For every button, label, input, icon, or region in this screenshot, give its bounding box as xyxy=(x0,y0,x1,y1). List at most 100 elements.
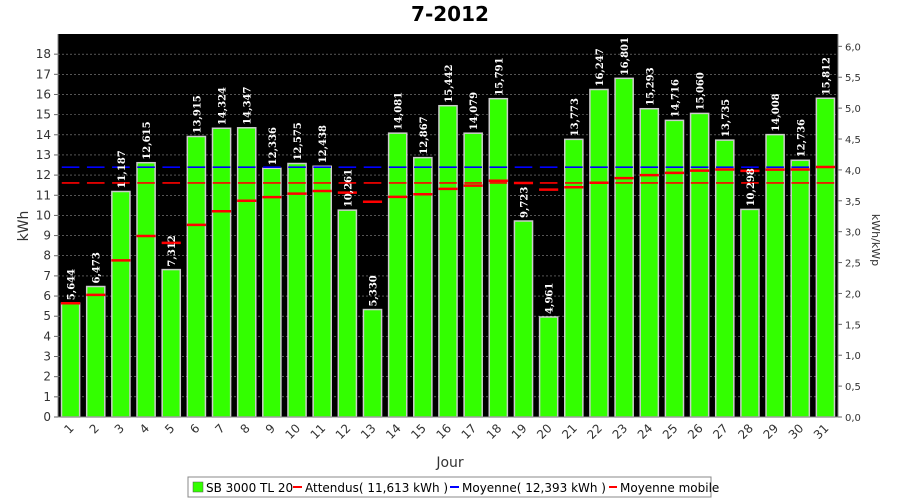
x-tick-label: 1 xyxy=(61,421,76,436)
x-tick-label: 4 xyxy=(137,421,152,436)
x-tick-label: 29 xyxy=(761,421,782,442)
legend-item-expected: Attendus( 11,613 kWh ) xyxy=(305,481,448,495)
x-tick-label: 11 xyxy=(308,421,329,442)
bar-value-label: 14,008 xyxy=(771,93,782,131)
x-tick-label: 31 xyxy=(811,421,832,442)
bar xyxy=(513,220,534,418)
bar-value-label: 10,298 xyxy=(746,168,757,206)
x-tick-label: 2 xyxy=(87,421,102,436)
bar-value-label: 13,735 xyxy=(721,99,732,137)
bar xyxy=(161,268,182,418)
bar xyxy=(186,135,207,418)
y2-tick-label: 2,5 xyxy=(845,259,861,270)
bar-value-label: 15,293 xyxy=(645,67,656,105)
y2-tick-label: 2,0 xyxy=(845,289,861,300)
x-tick-label: 25 xyxy=(660,421,681,442)
y-tick-label: 15 xyxy=(36,108,51,122)
bar xyxy=(815,97,836,418)
y-tick-label: 8 xyxy=(43,249,51,263)
bar-value-label: 6,473 xyxy=(92,252,103,283)
y-tick-label: 17 xyxy=(36,67,51,81)
legend: SB 3000 TL 20 Attendus( 11,613 kWh ) Moy… xyxy=(187,476,719,498)
bar xyxy=(765,133,785,418)
bar xyxy=(488,97,509,418)
bar-value-label: 15,060 xyxy=(696,72,707,110)
bar-value-label: 14,347 xyxy=(243,86,254,124)
x-axis-title: Jour xyxy=(435,455,464,471)
bar-value-label: 14,324 xyxy=(218,87,229,125)
legend-item-average: Moyenne( 12,393 kWh ) xyxy=(462,481,606,495)
bar-value-label: 10,261 xyxy=(343,169,354,207)
bar-value-label: 15,812 xyxy=(821,57,832,95)
bar xyxy=(262,167,282,418)
y2-tick-label: 4,0 xyxy=(845,166,861,177)
bar xyxy=(740,208,760,418)
bar-value-label: 12,336 xyxy=(268,127,279,165)
bar-value-label: 12,736 xyxy=(796,119,807,157)
bar xyxy=(211,127,232,418)
bar-value-label: 11,187 xyxy=(117,150,128,188)
bar-value-label: 5,330 xyxy=(369,275,380,306)
bar xyxy=(463,132,483,418)
y-axis-title: kWh xyxy=(16,211,32,242)
x-tick-label: 7 xyxy=(212,421,227,436)
bar-value-label: 9,723 xyxy=(519,187,530,218)
x-tick-label: 12 xyxy=(333,421,354,442)
y-tick-label: 1 xyxy=(43,390,51,404)
y-tick-label: 0 xyxy=(43,410,51,424)
bar-value-label: 12,575 xyxy=(293,122,304,160)
y-tick-label: 16 xyxy=(36,87,51,101)
x-tick-label: 28 xyxy=(735,421,756,442)
y-tick-label: 11 xyxy=(36,188,51,202)
y-tick-label: 13 xyxy=(36,148,51,162)
y2-tick-label: 4,5 xyxy=(845,135,861,146)
bar xyxy=(111,190,131,418)
bar xyxy=(538,316,559,418)
bar-value-label: 15,442 xyxy=(444,64,455,102)
y2-tick-label: 5,0 xyxy=(845,104,861,115)
bar-value-label: 12,867 xyxy=(419,116,430,154)
bar-value-label: 5,644 xyxy=(67,269,78,300)
bar xyxy=(85,285,106,418)
y2-tick-label: 0,0 xyxy=(845,413,861,424)
x-tick-label: 5 xyxy=(162,421,177,436)
x-tick-label: 27 xyxy=(710,421,731,442)
y2-tick-label: 3,5 xyxy=(845,197,861,208)
bar-value-label: 13,915 xyxy=(192,95,203,133)
bar xyxy=(136,161,156,418)
x-tick-label: 10 xyxy=(282,421,303,442)
bar-value-label: 4,961 xyxy=(545,283,556,314)
bar-value-label: 16,801 xyxy=(620,37,631,75)
bar xyxy=(413,156,433,418)
bar xyxy=(639,107,660,418)
bar-value-label: 16,247 xyxy=(595,48,606,86)
bar xyxy=(714,139,735,418)
bar xyxy=(689,112,710,418)
bar xyxy=(60,302,81,418)
bar xyxy=(614,77,634,418)
y2-tick-label: 3,0 xyxy=(845,228,861,239)
x-tick-label: 8 xyxy=(238,421,253,436)
y-tick-label: 6 xyxy=(43,289,51,303)
x-tick-label: 6 xyxy=(187,421,202,436)
x-tick-label: 24 xyxy=(635,421,656,442)
x-tick-label: 16 xyxy=(433,421,454,442)
bar-value-label: 14,716 xyxy=(670,79,681,117)
x-tick-label: 23 xyxy=(610,421,631,442)
legend-box xyxy=(187,476,712,498)
bar xyxy=(362,308,383,418)
y-tick-label: 14 xyxy=(36,128,51,142)
chart-title: 7-2012 xyxy=(411,2,489,26)
bar xyxy=(236,127,257,418)
bar-value-label: 14,079 xyxy=(469,92,480,130)
y2-tick-label: 1,5 xyxy=(845,320,861,331)
x-tick-label: 18 xyxy=(484,421,505,442)
bar xyxy=(589,88,609,418)
y2-tick-label: 0,5 xyxy=(845,382,861,393)
y2-axis-title: kWh/kWp xyxy=(869,214,882,266)
bar-value-label: 12,615 xyxy=(142,121,153,159)
bar xyxy=(387,132,408,418)
y-tick-label: 3 xyxy=(43,350,51,364)
x-tick-label: 13 xyxy=(358,421,379,442)
bar xyxy=(312,165,333,418)
